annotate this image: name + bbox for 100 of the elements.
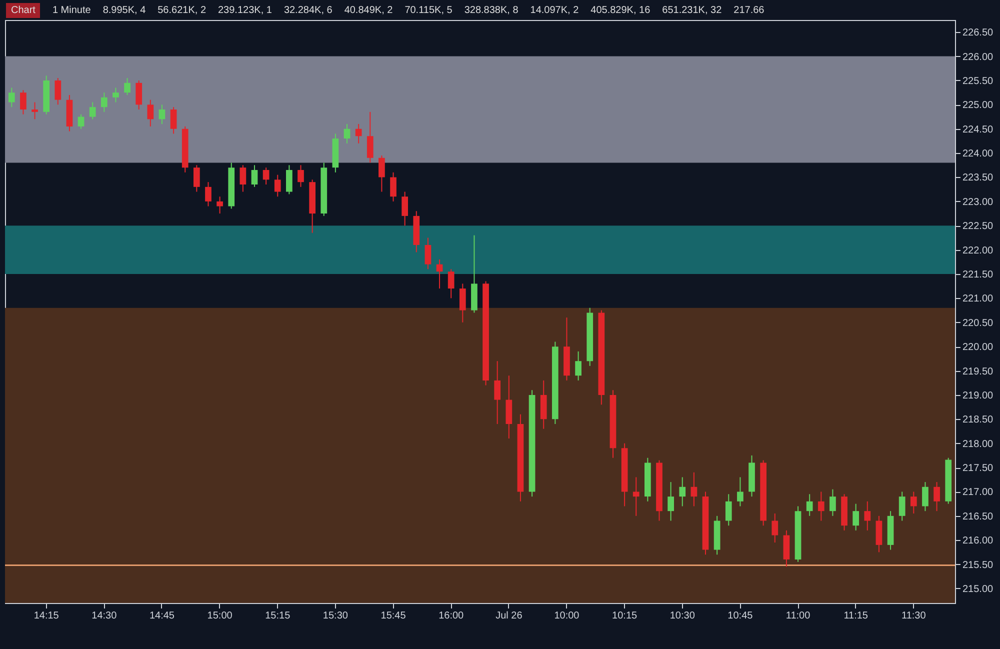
candlestick (459, 283, 466, 323)
candlestick (737, 476, 744, 507)
y-tick-label: 226.50 (962, 28, 994, 39)
candlestick (8, 87, 15, 108)
candlestick (668, 482, 674, 522)
candlestick (298, 164, 304, 188)
y-tick-label: 216.50 (962, 511, 994, 522)
candlestick (20, 90, 26, 115)
y-tick-label: 226.00 (962, 52, 994, 63)
x-tick-label: 16:00 (438, 610, 464, 622)
text: 217.66 (734, 4, 764, 16)
candlestick (112, 87, 119, 103)
candlestick (448, 268, 454, 299)
x-tick-label: Jul 26 (496, 610, 523, 622)
y-tick-label: 218.00 (962, 438, 994, 450)
y-tick-label: 224.50 (962, 124, 994, 136)
candlestick (390, 172, 396, 202)
x-tick-label: 15:00 (207, 610, 233, 622)
x-tick-label: 14:15 (34, 610, 60, 622)
candlestick (147, 99, 154, 127)
candlestick (158, 104, 166, 125)
candlestick (402, 191, 408, 226)
y-tick-label: 225.00 (962, 100, 994, 112)
x-tick-label: 11:00 (786, 610, 811, 622)
candlestick (78, 114, 84, 130)
candlestick (124, 78, 130, 96)
x-tick-label: 11:15 (844, 610, 868, 622)
candlestick (679, 476, 686, 507)
candlestick (355, 124, 362, 144)
text: 14.097K, 2 (530, 4, 579, 16)
y-tick-label: 217.00 (962, 487, 994, 498)
candlestick (436, 258, 443, 290)
x-tick-label: 10:45 (728, 610, 754, 622)
y-tick-label: 219.00 (962, 390, 994, 402)
candlestick (690, 472, 698, 507)
candlestick (216, 196, 223, 214)
candlestick (205, 182, 212, 207)
candlestick (136, 80, 142, 110)
candlestick (89, 102, 96, 120)
y-tick-label: 220.50 (962, 318, 994, 329)
x-tick-label: 10:30 (670, 610, 696, 622)
x-tick-label: 11:30 (902, 610, 926, 622)
candlestick (852, 503, 860, 531)
x-tick-label: 15:15 (265, 610, 291, 622)
y-tick-label: 220.00 (962, 342, 994, 354)
candlestick (922, 482, 928, 512)
y-tick-label: 222.00 (962, 245, 994, 256)
candlestick (100, 92, 108, 112)
y-tick-label: 224.00 (962, 148, 994, 160)
text: 328.838K, 8 (464, 4, 518, 16)
candlestick (830, 488, 836, 516)
y-tick-label: 219.50 (962, 366, 994, 378)
candlestick (286, 164, 292, 195)
y-tick-label: 222.50 (962, 221, 994, 232)
y-tick-label: 218.50 (962, 414, 994, 426)
candlestick (344, 124, 350, 144)
candlestick (632, 476, 640, 516)
candlestick (262, 167, 270, 185)
candlestick (32, 102, 38, 120)
text: 651.231K, 32 (662, 4, 722, 16)
candlestick (772, 512, 778, 544)
candlestick (910, 491, 917, 514)
candlestick (424, 237, 432, 270)
candlestick (725, 494, 732, 526)
y-tick-label: 221.50 (962, 270, 994, 281)
text: Chart (6, 2, 40, 18)
candlestick (366, 111, 374, 164)
candlestick (818, 491, 824, 522)
candlestick (864, 500, 871, 531)
text: 70.115K, 5 (404, 4, 452, 16)
y-tick-label: 221.00 (962, 294, 994, 305)
candlestick (934, 482, 940, 512)
candlestick (806, 494, 813, 516)
candlestick (575, 350, 582, 381)
candlestick (54, 78, 62, 106)
text: 239.123K, 1 (218, 4, 272, 16)
text: 56.621K, 2 (158, 4, 206, 16)
text: 405.829K, 16 (590, 4, 650, 16)
x-tick-label: 15:45 (380, 610, 406, 622)
text: 32.284K, 6 (284, 4, 332, 16)
candlestick (274, 174, 281, 198)
candlestick (193, 164, 200, 192)
text: 8.995K, 4 (102, 4, 146, 16)
y-tick-label: 215.00 (962, 584, 994, 595)
y-tick-label: 215.50 (962, 560, 994, 571)
text: 1 Minute (52, 4, 91, 16)
x-tick-label: 14:45 (149, 610, 175, 622)
candlestick (251, 164, 258, 188)
y-tick-label: 225.50 (962, 76, 994, 87)
candlestick (378, 154, 385, 192)
y-tick-label: 216.00 (962, 536, 994, 547)
candlestick (170, 106, 177, 134)
x-tick-label: 14:30 (92, 610, 118, 622)
text: 40.849K, 2 (344, 4, 393, 16)
y-tick-label: 223.00 (962, 196, 994, 208)
x-tick-label: 10:00 (554, 610, 580, 622)
candlestick (240, 164, 246, 192)
x-tick-label: 10:15 (612, 610, 638, 622)
x-tick-label: 15:30 (322, 610, 348, 622)
y-tick-label: 223.50 (962, 172, 994, 184)
